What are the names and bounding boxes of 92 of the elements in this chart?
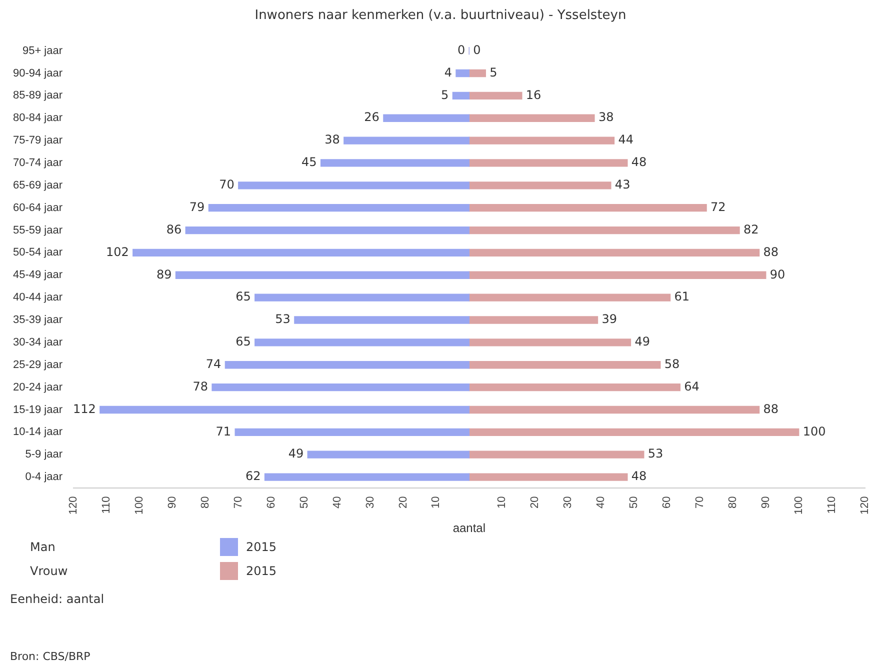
data-label: 65 (236, 290, 251, 304)
data-label: 4 (444, 65, 452, 80)
x-tick-label: 120 (68, 496, 80, 515)
data-label: 90 (770, 267, 786, 282)
x-tick-label: 60 (265, 496, 278, 508)
y-tick-label: 90-94 jaar (12, 67, 63, 80)
y-tick-label: 50-54 jaar (12, 246, 63, 259)
x-tick-label: 40 (331, 496, 344, 508)
data-label: 0 (473, 42, 481, 57)
data-label: 86 (166, 222, 182, 236)
text: Vrouw (30, 564, 69, 578)
x-tick-label: 50 (628, 496, 640, 508)
data-label: 72 (710, 200, 726, 214)
data-label: 38 (598, 110, 614, 124)
x-tick-label: 120 (858, 496, 871, 515)
data-label: 53 (275, 312, 290, 326)
x-tick-label: 100 (134, 496, 146, 515)
data-label: 48 (631, 469, 647, 484)
data-label: 39 (602, 312, 618, 326)
x-tick-label: 110 (826, 496, 838, 514)
y-tick-label: 35-39 jaar (12, 314, 63, 326)
x-tick-label: 20 (397, 496, 410, 508)
legend-label: 2015 (246, 564, 277, 578)
data-label: 88 (763, 244, 779, 259)
data-label: 43 (614, 178, 630, 192)
y-tick-label: 55-59 jaar (12, 224, 63, 236)
data-label: 53 (648, 446, 664, 461)
y-tick-label: 60-64 jaar (12, 202, 63, 214)
data-label: 16 (526, 88, 542, 102)
x-tick-label: 50 (298, 496, 310, 508)
y-tick-label: 30-34 jaar (12, 336, 63, 348)
x-tick-label: 70 (232, 496, 244, 508)
data-label: 102 (106, 244, 129, 259)
chart-title: Inwoners naar kenmerken (v.a. buurtniveau) - Ysselsteyn (254, 8, 628, 23)
text: Bron: CBS/BRP (10, 650, 90, 663)
data-label: 62 (245, 469, 261, 484)
y-tick-label: 15-19 jaar (12, 404, 63, 416)
data-label: 0 (458, 42, 466, 57)
x-tick-label: 40 (595, 496, 608, 508)
x-tick-label: 80 (199, 496, 212, 508)
data-label: 70 (219, 178, 234, 192)
data-label: 45 (302, 155, 317, 170)
y-tick-label: 20-24 jaar (12, 381, 63, 394)
y-tick-label: 65-69 jaar (12, 179, 63, 192)
data-label: 5 (441, 88, 449, 102)
data-label: 100 (802, 424, 826, 438)
data-label: 44 (618, 132, 634, 147)
x-tick-label: 70 (694, 496, 706, 508)
y-tick-label: 70-74 jaar (12, 157, 63, 170)
y-tick-label: 80-84 jaar (12, 112, 63, 124)
text: Eenheid: aantal (10, 592, 104, 606)
x-tick-label: 100 (792, 496, 805, 515)
x-tick-label: 10 (496, 496, 508, 508)
legend-label: 2015 (246, 540, 277, 554)
data-label: 49 (288, 446, 304, 461)
data-label: 112 (73, 402, 96, 416)
x-tick-label: 10 (430, 496, 442, 508)
y-tick-label: 10-14 jaar (12, 426, 63, 438)
data-label: 74 (206, 356, 222, 371)
data-label: 89 (156, 267, 172, 282)
data-label: 38 (324, 132, 340, 147)
x-tick-label: 90 (166, 496, 178, 508)
x-tick-label: 30 (562, 496, 574, 508)
data-label: 64 (684, 379, 700, 394)
data-label: 26 (364, 110, 380, 124)
y-tick-label: 0-4 jaar (25, 471, 63, 484)
x-tick-label: 90 (760, 496, 772, 508)
x-tick-label: 30 (364, 496, 376, 508)
data-label: 5 (490, 65, 498, 80)
data-label: 49 (634, 334, 650, 349)
data-label: 48 (631, 155, 647, 170)
data-label: 61 (674, 290, 690, 304)
x-tick-label: 20 (529, 496, 542, 508)
data-label: 65 (236, 334, 251, 349)
x-tick-label: 60 (661, 496, 674, 508)
y-tick-label: 40-44 jaar (12, 292, 63, 304)
y-tick-label: 75-79 jaar (12, 134, 63, 147)
data-label: 88 (763, 402, 779, 416)
data-label: 71 (216, 424, 232, 438)
y-tick-label: 95+ jaar (22, 44, 63, 57)
y-tick-label: 85-89 jaar (12, 90, 63, 102)
y-tick-label: 45-49 jaar (12, 269, 63, 282)
y-tick-label: 25-29 jaar (12, 358, 63, 371)
x-tick-label: 80 (726, 496, 739, 508)
data-label: 78 (192, 379, 208, 394)
text: Man (30, 540, 56, 554)
data-label: 58 (664, 356, 680, 371)
x-tick-label: 110 (100, 496, 113, 514)
y-tick-label: 5-9 jaar (25, 448, 63, 461)
x-axis-title: aantal (452, 521, 486, 536)
data-label: 79 (189, 200, 205, 214)
data-label: 82 (744, 222, 759, 236)
